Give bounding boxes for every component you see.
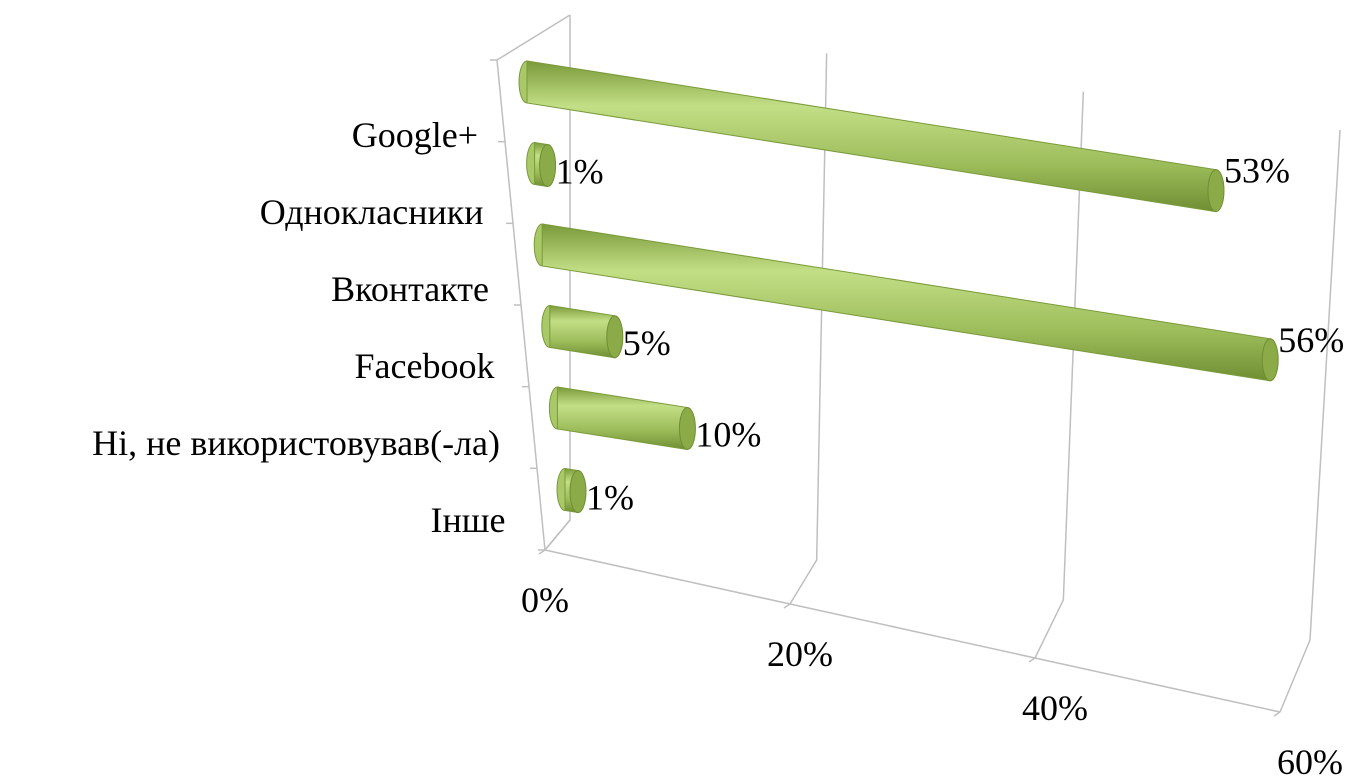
floor-edge	[544, 549, 1281, 713]
bar-body	[549, 304, 616, 359]
bar-end	[678, 407, 696, 450]
value-label: 5%	[623, 323, 671, 363]
x-tick-label: 60%	[1277, 742, 1343, 782]
x-tick	[783, 603, 791, 609]
value-label: 1%	[586, 478, 634, 518]
bar	[518, 60, 1225, 213]
bar	[556, 467, 587, 514]
bar	[541, 304, 624, 359]
grid-line	[1279, 129, 1341, 713]
bar	[533, 223, 1279, 382]
x-tick-label: 0%	[521, 580, 569, 620]
x-tick	[1028, 657, 1036, 663]
value-label: 56%	[1278, 320, 1344, 360]
y-tick-label: Інше	[431, 500, 506, 540]
x-tick	[1273, 711, 1281, 717]
x-tick-label: 40%	[1022, 688, 1088, 728]
x-tick-label: 20%	[767, 634, 833, 674]
y-tick-label: Ні, не використовував(-ла)	[92, 423, 500, 463]
y-tick-label: Вконтакте	[331, 269, 489, 309]
y-tick-label: Google+	[352, 115, 478, 155]
bar	[526, 141, 557, 188]
bar-body	[556, 386, 688, 451]
bar-body	[526, 60, 1217, 213]
grid-line	[544, 15, 571, 551]
value-label: 1%	[556, 152, 604, 192]
bar	[548, 386, 696, 451]
wall-edge	[496, 14, 571, 61]
bar-end	[606, 315, 624, 359]
value-label: 10%	[695, 415, 761, 455]
y-tick-label: Однокласники	[260, 192, 484, 232]
bar-end	[1261, 338, 1279, 382]
bar-end	[569, 470, 587, 514]
value-label: 53%	[1224, 151, 1290, 191]
y-tick-label: Facebook	[355, 346, 495, 386]
grid-line	[1034, 91, 1085, 659]
grid-line	[789, 53, 828, 605]
bar-end	[539, 144, 557, 188]
bar-end	[1207, 169, 1225, 213]
